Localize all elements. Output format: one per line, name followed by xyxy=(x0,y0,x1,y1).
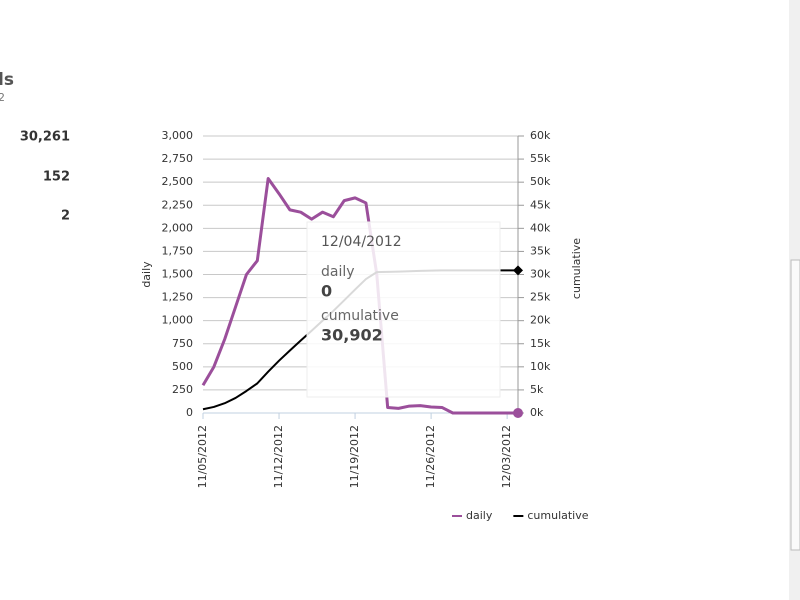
y-tick-label: 2,500 xyxy=(162,175,194,188)
y2-tick-label: 35k xyxy=(530,244,551,257)
tooltip-name: cumulative xyxy=(321,308,399,324)
tooltip-value: 0 xyxy=(321,282,332,301)
y2-tick-label: 5k xyxy=(530,383,544,396)
y-tick-label: 1,250 xyxy=(162,291,194,304)
tooltip xyxy=(306,221,501,398)
page-title: ls xyxy=(0,70,14,90)
y2-tick-label: 50k xyxy=(530,175,551,188)
tooltip-name: daily xyxy=(321,264,355,280)
chart: 0 250 500 750 1,000 1,250 1,500 1,750 2,000 2,250… xyxy=(140,129,589,522)
series-line xyxy=(201,176,518,415)
y2-tick-label: 0k xyxy=(530,406,544,419)
hover-marker xyxy=(513,408,523,418)
y-tick-label: 0 xyxy=(186,406,193,419)
tooltip-value: 30,902 xyxy=(321,326,383,345)
hover-marker xyxy=(513,265,523,276)
stat: 2 xyxy=(61,209,70,224)
y2-tick-label: 10k xyxy=(530,360,551,373)
y2-tick-label: 55k xyxy=(530,152,551,165)
y2-tick-label: 20k xyxy=(530,314,551,327)
y2-tick-label: 45k xyxy=(530,198,551,211)
x-tick-label: 11/05/2012 xyxy=(196,425,209,488)
y-tick-label: 750 xyxy=(172,337,193,350)
y-tick-label: 1,500 xyxy=(162,268,194,281)
y-tick-label: 3,000 xyxy=(162,129,194,142)
stat: 152 xyxy=(43,170,70,185)
legend-label[interactable]: daily xyxy=(466,509,493,522)
y-tick-label: 250 xyxy=(172,383,193,396)
tooltip-date: 12/04/2012 xyxy=(321,234,402,250)
y-tick-label: 1,750 xyxy=(162,244,194,257)
y-tick-label: 500 xyxy=(172,360,193,373)
y2-tick-label: 60k xyxy=(530,129,551,142)
y2-tick-label: 40k xyxy=(530,221,551,234)
y2-tick-label: 15k xyxy=(530,337,551,350)
x-tick-label: 11/12/2012 xyxy=(272,425,285,488)
y-axis-title: daily xyxy=(140,261,153,288)
x-tick-label: 11/19/2012 xyxy=(348,425,361,488)
x-tick-label: 12/03/2012 xyxy=(500,425,513,488)
y2-axis-title: cumulative xyxy=(570,238,583,299)
legend-label[interactable]: cumulative xyxy=(527,509,588,522)
y2-tick-label: 25k xyxy=(530,291,551,304)
page-subtitle: 2 xyxy=(0,91,5,104)
y-tick-label: 2,000 xyxy=(162,221,194,234)
scrollbar-thumb[interactable] xyxy=(790,259,800,551)
y-tick-label: 2,750 xyxy=(162,152,194,165)
y-tick-label: 1,000 xyxy=(162,314,194,327)
y-tick-label: 2,250 xyxy=(162,198,194,211)
x-tick-label: 11/26/2012 xyxy=(424,425,437,488)
y2-tick-label: 30k xyxy=(530,268,551,281)
stat: 30,261 xyxy=(20,130,70,145)
